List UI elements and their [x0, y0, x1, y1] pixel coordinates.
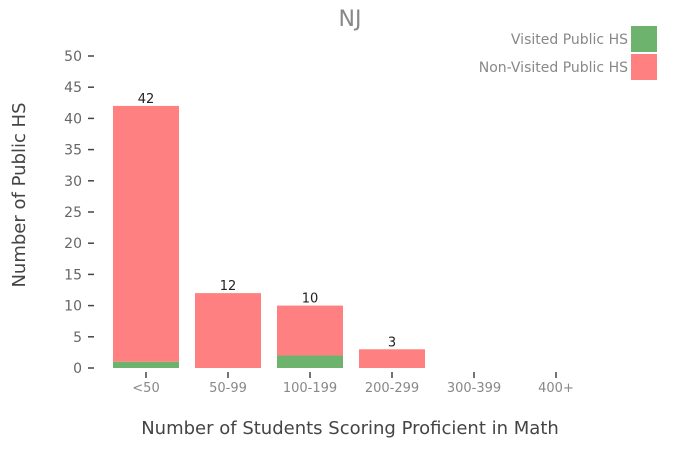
y-tick-label: 0: [73, 361, 82, 377]
bar-segment: [113, 105, 179, 362]
x-tick-label: 400+: [538, 381, 574, 396]
legend-label: Non-Visited Public HS: [479, 60, 628, 76]
y-tick-label: 15: [64, 267, 82, 283]
chart-title: NJ: [339, 7, 362, 32]
y-tick-label: 5: [73, 330, 82, 346]
bar-segment: [277, 355, 343, 368]
y-tick-label: 45: [64, 80, 82, 96]
bar-segment: [195, 293, 261, 368]
y-axis: 0 5 10 15 20 25 30 35 40 45 50: [64, 49, 94, 377]
legend: Visited Public HS Non-Visited Public HS: [479, 26, 657, 80]
y-tick-label: 40: [64, 111, 82, 127]
legend-label: Visited Public HS: [511, 32, 628, 48]
bar-segment: [359, 349, 425, 368]
y-tick-label: 30: [64, 174, 82, 190]
x-tick-label: 200-299: [365, 381, 419, 396]
y-tick-label: 35: [64, 143, 82, 159]
y-tick-label: 10: [64, 299, 82, 315]
y-tick-label: 50: [64, 49, 82, 65]
legend-swatch: [631, 26, 657, 52]
bar-total-label: 12: [220, 279, 237, 294]
x-tick-label: 50-99: [209, 381, 247, 396]
legend-swatch: [631, 54, 657, 80]
bars: [113, 105, 425, 368]
bar-segment: [113, 361, 179, 368]
x-tick-label: <50: [132, 381, 159, 396]
bar-total-label: 3: [388, 335, 396, 350]
x-axis: <50 50-99 100-199 200-299 300-399 400+: [132, 372, 574, 396]
bar-total-label: 10: [302, 292, 319, 307]
bar-total-label: 42: [138, 92, 155, 107]
y-tick-label: 20: [64, 236, 82, 252]
x-tick-label: 100-199: [283, 381, 337, 396]
bar-segment: [277, 305, 343, 356]
y-axis-label: Number of Public HS: [9, 102, 30, 287]
x-tick-label: 300-399: [447, 381, 501, 396]
bar-labels: 42 12 10 3: [138, 92, 396, 350]
x-axis-label: Number of Students Scoring Proficient in…: [141, 418, 559, 439]
y-tick-label: 25: [64, 205, 82, 221]
